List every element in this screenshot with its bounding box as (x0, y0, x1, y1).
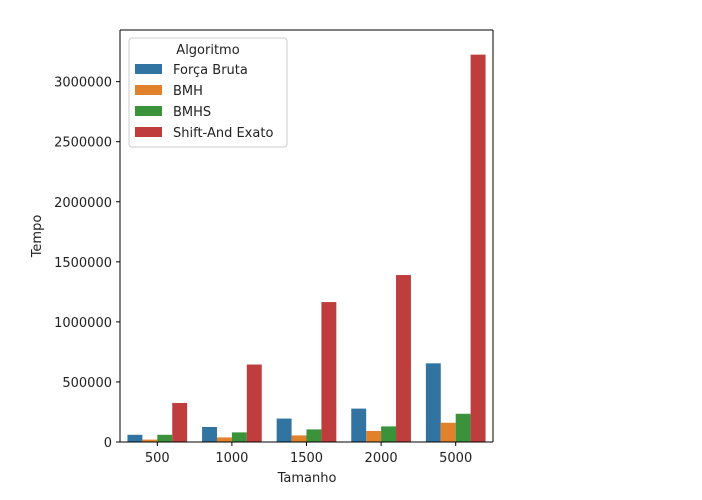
y-tick-label: 1000000 (54, 316, 112, 331)
bar-bmh-1000 (216, 437, 232, 442)
bar-shift-and-exato-5000 (470, 54, 486, 443)
y-tick-label: 2000000 (54, 196, 112, 211)
axes-group (119, 29, 494, 443)
legend-label: Shift-And Exato (173, 126, 273, 141)
y-axis-label: Tempo (30, 215, 45, 259)
bar-bmh-5000 (440, 422, 456, 442)
bar-bmhs-500 (157, 434, 173, 442)
x-axis-label: Tamanho (277, 471, 337, 486)
x-tick-label: 1000 (215, 451, 248, 466)
bar-for-a-bruta-1500 (276, 418, 292, 442)
y-tick-label: 2500000 (54, 136, 112, 151)
legend-swatch (135, 85, 162, 95)
bar-bmh-1500 (291, 435, 307, 442)
bar-for-a-bruta-5000 (425, 363, 441, 442)
legend-label: BMH (173, 84, 203, 99)
x-tick-label: 1500 (290, 451, 323, 466)
y-ticks-group: 0 500000 1000000 1500000 2000000 2500000 30000… (54, 76, 120, 451)
legend-label: Força Bruta (173, 63, 248, 78)
bars-group (127, 54, 486, 443)
bar-shift-and-exato-1000 (246, 364, 262, 442)
legend-box (128, 37, 288, 148)
bar-shift-and-exato-500 (172, 402, 188, 442)
y-tick-label: 500000 (62, 376, 112, 391)
legend-title: Algoritmo (176, 43, 239, 58)
bar-for-a-bruta-500 (127, 434, 143, 442)
x-tick-label: 500 (145, 451, 170, 466)
legend-items: Força Bruta BMH BMHS Shift-And Exato (135, 63, 273, 141)
legend-swatch (135, 106, 162, 116)
y-tick-label: 1500000 (54, 256, 112, 271)
bar-bmh-500 (142, 439, 158, 442)
x-tick-label: 2000 (365, 451, 398, 466)
x-tick-label: 5000 (439, 451, 472, 466)
bar-bmh-2000 (366, 430, 382, 442)
y-tick-label: 3000000 (54, 76, 112, 91)
bar-shift-and-exato-2000 (396, 275, 411, 442)
bar-for-a-bruta-2000 (351, 408, 367, 442)
legend-label: BMHS (173, 105, 211, 120)
bar-bmhs-5000 (455, 413, 471, 442)
bar-bmhs-1000 (231, 432, 247, 442)
x-ticks-group: 500 1000 1500 2000 5000 (145, 442, 472, 466)
bar-shift-and-exato-1500 (321, 302, 337, 442)
legend-swatch (135, 127, 162, 137)
legend-swatch (135, 64, 162, 74)
legend: Algoritmo Força Bruta BMH BMHS Shift-And Ex… (128, 37, 288, 148)
bar-bmhs-2000 (381, 426, 397, 442)
bar-bmhs-1500 (306, 429, 322, 442)
bar-for-a-bruta-1000 (202, 426, 217, 442)
y-tick-label: 0 (104, 436, 112, 451)
